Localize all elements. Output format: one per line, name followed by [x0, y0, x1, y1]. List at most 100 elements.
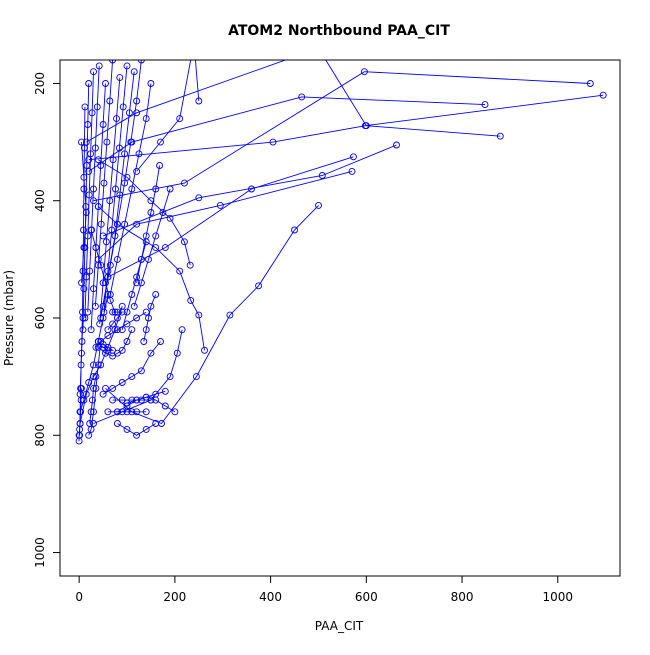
- data-point: [599, 91, 607, 99]
- series-line-36: [143, 294, 157, 342]
- data-point: [123, 62, 131, 70]
- plot-frame: [59, 59, 621, 577]
- data-point: [90, 408, 97, 416]
- data-point: [142, 408, 150, 416]
- x-axis-label: PAA_CIT: [315, 619, 364, 633]
- x-tick-label: 600: [355, 590, 378, 604]
- data-point: [102, 279, 109, 287]
- data-point: [173, 349, 181, 357]
- data-point: [159, 209, 167, 216]
- y-tick-label: 800: [33, 424, 47, 447]
- data-point: [80, 285, 88, 293]
- data-point: [137, 60, 145, 64]
- data-point: [316, 45, 322, 51]
- data-point: [92, 343, 100, 351]
- data-point: [109, 156, 117, 164]
- data-point: [318, 172, 326, 179]
- series-line-13: [109, 83, 152, 295]
- data-point: [192, 373, 200, 381]
- series-line-0: [88, 94, 604, 161]
- series-line-40: [79, 317, 84, 436]
- data-point: [171, 408, 179, 416]
- data-point: [161, 244, 169, 252]
- data-point: [109, 384, 117, 392]
- data-point: [123, 399, 131, 407]
- data-point: [111, 232, 119, 240]
- data-point: [195, 311, 203, 319]
- data-point: [90, 185, 97, 193]
- data-point: [86, 420, 94, 427]
- series-line-26: [98, 329, 133, 357]
- axes: 0 200 400 600 800 1000 200 400 600 800 1000: [33, 59, 621, 604]
- data-point: [76, 408, 84, 416]
- data-point: [123, 173, 131, 181]
- data-point: [85, 167, 93, 175]
- data-point: [78, 138, 85, 146]
- data-point: [128, 326, 136, 334]
- data-point: [118, 326, 126, 334]
- data-point: [291, 226, 298, 234]
- y-tick-label: 400: [33, 189, 47, 212]
- data-point: [161, 402, 169, 410]
- data-point: [123, 338, 131, 345]
- data-point: [255, 282, 263, 290]
- y-tick-label: 200: [33, 72, 47, 95]
- chart-title: ATOM2 Northbound PAA_CIT: [228, 23, 450, 39]
- data-point: [393, 141, 400, 149]
- series-line-6: [107, 156, 354, 278]
- data-point: [166, 373, 174, 381]
- data-point: [348, 167, 356, 175]
- data-point: [116, 74, 124, 82]
- data-point: [80, 244, 88, 252]
- data-point: [133, 220, 141, 228]
- data-point: [80, 144, 88, 152]
- data-point: [496, 132, 504, 140]
- data-point: [99, 121, 107, 128]
- series-line-38: [133, 188, 171, 307]
- data-point: [142, 393, 150, 401]
- data-point: [135, 150, 143, 158]
- data-point: [104, 346, 112, 354]
- series-line-30: [117, 423, 156, 436]
- data-point: [187, 296, 195, 304]
- data-point: [128, 291, 136, 298]
- data-point: [133, 314, 141, 322]
- data-point: [119, 103, 127, 111]
- data-point: [133, 396, 141, 404]
- data-point: [79, 314, 87, 322]
- series-line-21: [84, 71, 94, 319]
- data-point: [116, 191, 124, 199]
- data-point: [113, 314, 121, 322]
- data-point: [248, 185, 255, 193]
- data-point: [118, 308, 126, 316]
- series-line-15: [100, 71, 135, 319]
- data-point: [481, 101, 489, 109]
- data-point: [92, 384, 100, 392]
- data-point: [118, 379, 126, 386]
- data-point: [140, 338, 148, 345]
- data-point: [142, 115, 150, 123]
- series-line-29: [117, 396, 176, 413]
- data-point: [77, 384, 85, 392]
- plot-area: [75, 45, 607, 445]
- y-tick-label: 1000: [33, 537, 47, 568]
- data-point: [349, 153, 357, 161]
- data-point: [90, 361, 97, 369]
- series-line-1: [93, 71, 591, 202]
- data-point: [97, 361, 105, 369]
- data-point: [87, 226, 95, 234]
- data-point: [80, 226, 87, 234]
- series-line-35: [89, 376, 97, 424]
- data-point: [89, 396, 96, 404]
- data-point: [99, 314, 107, 322]
- data-point: [195, 194, 203, 202]
- data-point: [113, 326, 121, 334]
- series-line-25: [79, 306, 123, 424]
- series-line-17: [99, 77, 121, 324]
- data-point: [76, 431, 84, 439]
- data-point: [142, 238, 150, 246]
- data-point: [97, 261, 105, 269]
- data-point: [99, 340, 107, 348]
- series-line-4: [102, 144, 397, 237]
- series-line-5: [97, 170, 353, 260]
